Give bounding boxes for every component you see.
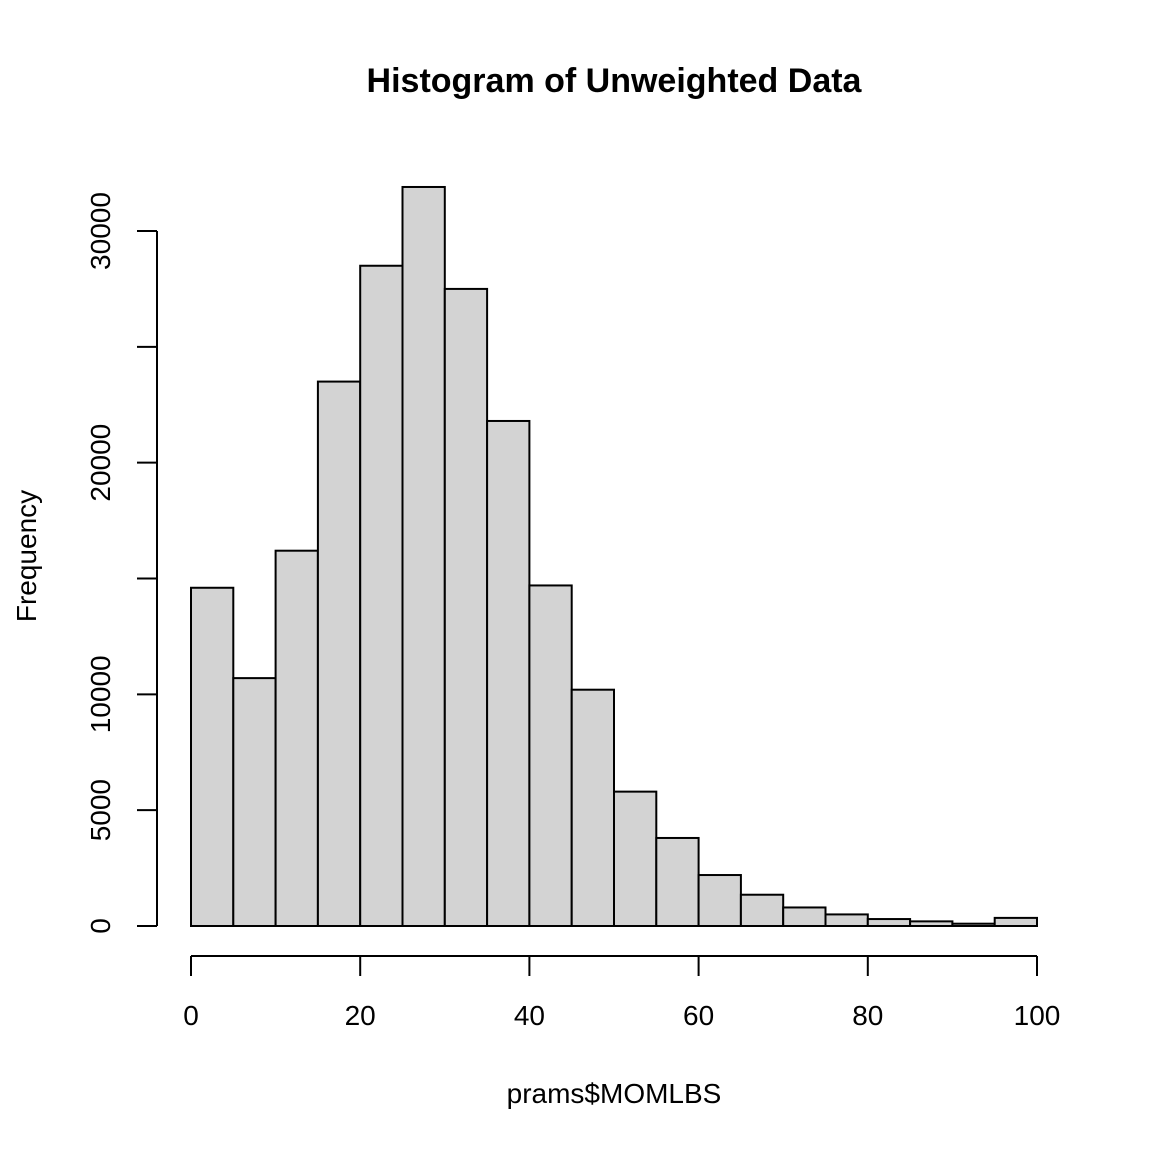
y-tick-label: 20000 <box>85 424 116 502</box>
histogram-bar <box>443 287 489 927</box>
histogram-bar <box>486 419 531 927</box>
histogram-bar <box>739 893 785 927</box>
y-axis-label: Frequency <box>11 490 42 622</box>
histogram-bar <box>528 584 573 927</box>
x-tick-label: 0 <box>183 1000 199 1031</box>
histogram-bar <box>316 380 362 928</box>
histogram-bar <box>190 586 235 927</box>
histogram-bar <box>274 549 319 927</box>
x-tick-label: 60 <box>683 1000 714 1031</box>
y-tick-label: 30000 <box>85 192 116 270</box>
x-tick-label: 80 <box>852 1000 883 1031</box>
histogram-bar <box>782 906 827 928</box>
histogram-bar <box>655 836 700 928</box>
x-tick-label: 40 <box>514 1000 545 1031</box>
histogram-bar <box>401 185 446 927</box>
chart-title: Histogram of Unweighted Data <box>367 62 863 100</box>
y-tick-label: 0 <box>85 918 116 934</box>
histogram-bar <box>570 688 616 928</box>
histogram-bar <box>232 677 277 927</box>
histogram-bar <box>824 913 869 928</box>
histogram-bar <box>697 874 742 927</box>
histogram-bar <box>359 264 404 927</box>
histogram-bar <box>909 920 954 927</box>
y-axis: 0 5000 10000 20000 30000 <box>85 192 158 934</box>
bars-group <box>190 185 1039 928</box>
y-tick-label: 10000 <box>85 655 116 733</box>
x-axis-label: prams$MOMLBS <box>507 1078 722 1109</box>
x-tick-label: 20 <box>345 1000 376 1031</box>
histogram-bar <box>951 922 996 928</box>
histogram-bar <box>993 916 1039 927</box>
y-tick-label: 5000 <box>85 779 116 841</box>
histogram-bar <box>613 790 658 928</box>
x-tick-label: 100 <box>1014 1000 1061 1031</box>
histogram-bar <box>866 918 912 927</box>
x-axis: 0 20 40 60 80 100 <box>183 955 1061 1031</box>
